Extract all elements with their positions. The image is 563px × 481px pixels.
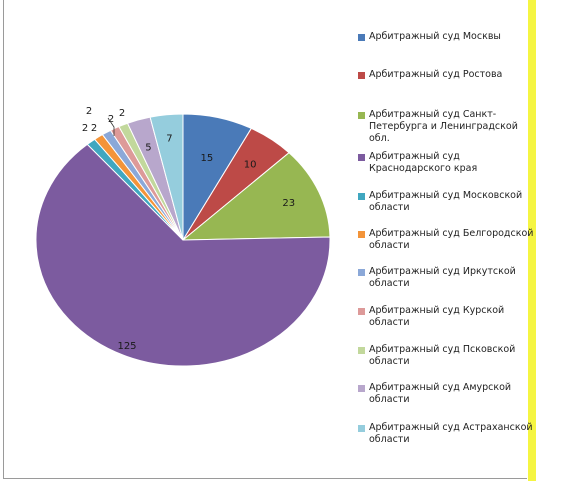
legend-label-line: Арбитражный суд Москвы [369,31,501,42]
legend-label-line: Арбитражный суд Санкт- [369,109,497,120]
legend-label: Арбитражный суд Иркутской области [369,266,534,290]
legend-swatch [358,425,365,432]
slice-label: 15 [201,153,214,164]
legend-label: Арбитражный суд Белгородской области [369,228,534,252]
legend-label: Арбитражный суд Санкт- Петербурга и Ленин… [369,109,534,145]
legend-label-line: Арбитражный суд Ростова [369,69,503,80]
legend-label-line: Арбитражный суд Курской [369,305,505,316]
leader-line [107,117,115,136]
legend-label: Арбитражный суд Курской области [369,305,534,329]
legend-swatch [358,154,365,161]
slice-label: 2 [91,123,97,134]
legend-label: Арбитражный суд Москвы [369,31,534,43]
legend-label: Арбитражный суд Краснодарского края [369,151,534,175]
slice-label: 7 [166,133,172,144]
legend-label-line: области [369,356,410,367]
legend-swatch [358,112,365,119]
legend-swatch [358,308,365,315]
legend-label-line: области [369,202,410,213]
legend-label: Арбитражный суд Ростова [369,69,534,81]
legend-label-line: Арбитражный суд [369,151,460,162]
slice-label: 2 [82,123,88,134]
legend-swatch [358,269,365,276]
slice-label: 2 [119,108,125,119]
legend-label-line: Арбитражный суд Псковской [369,344,516,355]
pie-slice [181,152,331,241]
legend-label-line: области [369,434,410,445]
legend-swatch [358,72,365,79]
legend-label-line: Петербурга и Ленинградской [369,121,518,132]
legend-swatch [358,385,365,392]
legend: Арбитражный суд Москвы Арбитражный суд Ро… [356,0,533,479]
chart-frame [3,0,527,479]
legend-label-line: области [369,240,410,251]
slice-label: 10 [244,159,257,170]
legend-label-line: Арбитражный суд Иркутской [369,266,516,277]
legend-label-line: Арбитражный суд Белгородской [369,228,534,239]
slice-label: 2 [108,114,114,125]
slice-label: 5 [145,142,151,153]
legend-swatch [358,231,365,238]
legend-swatch [358,34,365,41]
legend-label: Арбитражный суд Московской области [369,190,534,214]
slice-label: 23 [282,198,295,209]
legend-label-line: области [369,317,410,328]
legend-label-line: обл. [369,133,390,144]
legend-label-line: Арбитражный суд Астраханской [369,422,533,433]
legend-label: Арбитражный суд Амурской области [369,382,534,406]
pie-slice [149,113,184,241]
legend-label-line: области [369,278,410,289]
legend-label-line: Краснодарского края [369,163,478,174]
legend-label: Арбитражный суд Астраханской области [369,422,534,446]
legend-label: Арбитражный суд Псковской области [369,344,534,368]
legend-swatch [358,347,365,354]
legend-label-line: Арбитражный суд Московской [369,190,523,201]
legend-label-line: Арбитражный суд Амурской [369,382,512,393]
slice-label: 2 [86,106,92,117]
pie-slice [35,143,331,367]
slice-label: 125 [117,341,136,352]
legend-label-line: области [369,394,410,405]
legend-swatch [358,193,365,200]
yellow-edge-bar [528,0,536,481]
